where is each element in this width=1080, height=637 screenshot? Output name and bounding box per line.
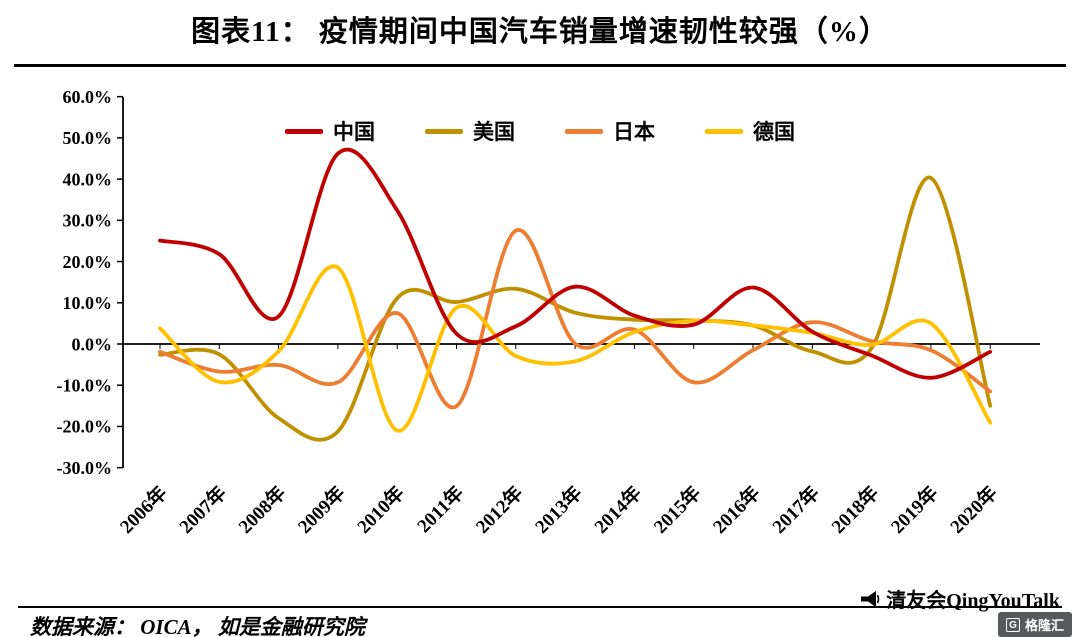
chart-canvas: 60.0% 50.0% 40.0% 30.0% 20.0% 10.0% 0.0% -10.0%…	[57, 87, 1040, 538]
x-tick-label: 2012年	[471, 481, 528, 538]
legend-item-1: 美国	[425, 116, 515, 146]
brand-line: 清友会QingYouTalk	[860, 584, 1060, 613]
megaphone-icon	[860, 590, 880, 608]
x-tick-label: 2017年	[767, 481, 824, 538]
y-tick-label: 60.0%	[63, 87, 113, 107]
y-tick-label: 50.0%	[63, 128, 113, 148]
x-tick-label: 2008年	[234, 481, 291, 538]
series-line-日本	[158, 228, 993, 410]
x-tick-label: 2011年	[412, 481, 468, 537]
x-tick-label: 2013年	[530, 481, 587, 538]
x-tick-label: 2015年	[649, 481, 706, 538]
y-tick-label: 40.0%	[63, 169, 113, 189]
series-line-美国	[158, 175, 993, 442]
legend-label: 中国	[333, 120, 375, 144]
page-title: 图表11： 疫情期间中国汽车销量增速韧性较强（%）	[191, 16, 889, 48]
title-divider	[14, 64, 1066, 67]
x-tick-label: 2016年	[708, 481, 765, 538]
gelonghui-logo: G 格隆汇	[997, 612, 1072, 637]
y-tick-label: 10.0%	[63, 293, 113, 313]
series-line-中国	[158, 147, 993, 380]
chart-legend: 中国 美国 日本 德国	[285, 116, 795, 146]
legend-swatch	[285, 128, 323, 134]
series-line-德国	[158, 264, 993, 433]
brand-text: 清友会QingYouTalk	[886, 590, 1060, 612]
legend-item-2: 日本	[565, 116, 655, 146]
legend-label: 美国	[473, 120, 515, 144]
legend-item-0: 中国	[285, 116, 375, 146]
logo-text: 格隆汇	[1024, 618, 1064, 633]
legend-label: 日本	[613, 120, 655, 144]
x-tick-label: 2007年	[174, 481, 231, 538]
logo-g-icon: G	[1005, 617, 1020, 632]
y-tick-label: -20.0%	[57, 417, 113, 437]
x-tick-label: 2006年	[115, 481, 172, 538]
data-source-text: 数据来源： OICA， 如是金融研究院	[30, 615, 365, 637]
x-tick-label: 2018年	[827, 481, 884, 538]
y-tick-label: 20.0%	[63, 252, 113, 272]
legend-swatch	[425, 128, 463, 134]
y-tick-label: 30.0%	[63, 211, 113, 231]
x-tick-label: 2010年	[352, 481, 409, 538]
x-tick-label: 2014年	[589, 481, 646, 538]
legend-swatch	[705, 128, 743, 134]
legend-swatch	[565, 128, 603, 134]
x-tick-label: 2020年	[945, 481, 1002, 538]
y-tick-label: -10.0%	[57, 376, 113, 396]
x-tick-label: 2019年	[886, 481, 943, 538]
legend-item-3: 德国	[705, 116, 795, 146]
y-tick-label: -30.0%	[57, 458, 113, 478]
line-chart: 60.0% 50.0% 40.0% 30.0% 20.0% 10.0% 0.0% -10.0%…	[0, 70, 1080, 590]
legend-label: 德国	[753, 120, 795, 144]
y-tick-label: 0.0%	[72, 334, 113, 354]
x-tick-label: 2009年	[293, 481, 350, 538]
footer-divider	[18, 606, 1062, 608]
